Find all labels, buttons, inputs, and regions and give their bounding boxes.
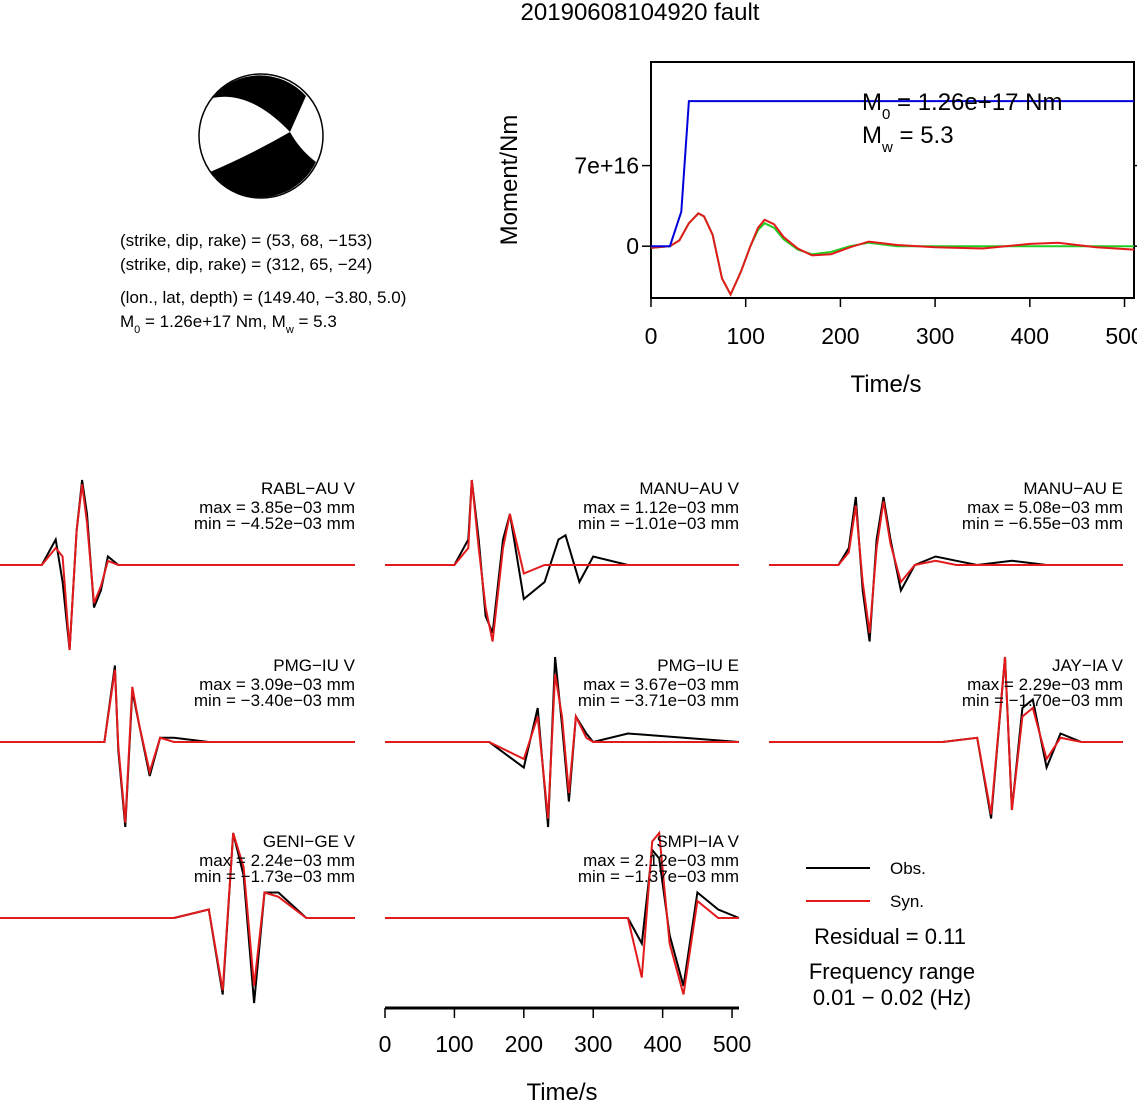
- legend-observed-label: Obs.: [890, 859, 926, 878]
- moment-function-curve: [651, 100, 1134, 248]
- moment-xtick-label: 0: [645, 323, 658, 349]
- waveform-xlabel: Time/s: [526, 1079, 597, 1104]
- station-min: min = −1.73e−03 mm: [194, 867, 355, 886]
- legend-synthetic-label: Syn.: [890, 892, 924, 911]
- station-name: MANU−AU E: [1023, 479, 1123, 498]
- nodal-plane-2: (strike, dip, rake) = (312, 65, −24): [120, 255, 372, 274]
- station-max: max = 2.29e−03 mm: [967, 675, 1123, 694]
- moment-ytick-label: 0: [626, 233, 639, 259]
- station-min: min = −1.01e−03 mm: [578, 514, 739, 533]
- station-name: MANU−AU V: [639, 479, 739, 498]
- waveform-time-axis: 0 100 200 300 400 500 Time/s: [379, 1006, 751, 1104]
- station-name: SMPI−IA V: [656, 832, 739, 851]
- frequency-range-label: Frequency range: [809, 959, 975, 984]
- moment-summary: M0 = 1.26e+17 Nm, Mw = 5.3: [120, 312, 337, 336]
- moment-xtick-label: 500: [1105, 323, 1137, 349]
- nodal-plane-1: (strike, dip, rake) = (53, 68, −153): [120, 231, 372, 250]
- beachball-compressional-quadrant-1: [212, 75, 306, 132]
- moment-ylabel: Moment/Nm: [496, 115, 523, 246]
- moment-xtick-label: 100: [727, 323, 765, 349]
- synthetic-trace: [0, 832, 355, 991]
- event-location: (lon., lat, depth) = (149.40, −3.80, 5.0…: [120, 288, 406, 307]
- station-min: min = −4.52e−03 mm: [194, 514, 355, 533]
- synthetic-trace: [385, 830, 739, 995]
- synthetic-trace: [769, 501, 1123, 634]
- synthetic-trace: [769, 656, 1123, 815]
- station-max: max = 5.08e−03 mm: [967, 498, 1123, 517]
- beachball-compressional-quadrant-2: [210, 132, 316, 198]
- residual-label: Residual = 0.11: [814, 924, 966, 949]
- moment-xtick-label: 300: [916, 323, 954, 349]
- station-name: GENI−GE V: [263, 832, 356, 851]
- station-max: max = 3.67e−03 mm: [583, 675, 739, 694]
- waveform-xtick-label: 400: [643, 1031, 681, 1057]
- station-max: max = 3.09e−03 mm: [199, 675, 355, 694]
- moment-plot: 010020030040050007e+16 M0 = 1.26e+17 Nm …: [496, 61, 1137, 398]
- waveform-xtick-label: 100: [435, 1031, 473, 1057]
- station-min: min = −3.40e−03 mm: [194, 691, 355, 710]
- synthetic-trace: [0, 484, 355, 651]
- focal-mechanism-beachball: [198, 73, 324, 199]
- waveform-xtick-label: 0: [379, 1031, 392, 1057]
- station-min: min = −6.55e−03 mm: [962, 514, 1123, 533]
- waveform-xtick-label: 300: [574, 1031, 612, 1057]
- station-max: max = 2.24e−03 mm: [199, 851, 355, 870]
- moment-ytick-label: 7e+16: [574, 153, 639, 179]
- synthetic-trace: [385, 673, 739, 819]
- station-max: max = 1.12e−03 mm: [583, 498, 739, 517]
- station-min: min = −1.70e−03 mm: [962, 691, 1123, 710]
- waveform-xtick-label: 200: [505, 1031, 543, 1057]
- moment-xlabel: Time/s: [850, 371, 921, 398]
- station-max: max = 3.85e−03 mm: [199, 498, 355, 517]
- synthetic-trace: [0, 669, 355, 823]
- moment-plot-frame: [650, 61, 1135, 299]
- frequency-range-value: 0.01 − 0.02 (Hz): [813, 985, 971, 1010]
- waveform-xtick-label: 500: [713, 1031, 751, 1057]
- moment-rate-curve-red: [650, 212, 1135, 297]
- legend: Obs. Syn.: [806, 859, 926, 911]
- synthetic-trace: [385, 479, 739, 642]
- station-min: min = −1.37e−03 mm: [578, 867, 739, 886]
- moment-annotation-mw: Mw = 5.3: [862, 122, 954, 156]
- moment-xtick-label: 200: [821, 323, 859, 349]
- station-name: PMG−IU V: [273, 656, 355, 675]
- station-max: max = 2.12e−03 mm: [583, 851, 739, 870]
- station-name: JAY−IA V: [1052, 656, 1124, 675]
- station-min: min = −3.71e−03 mm: [578, 691, 739, 710]
- station-name: RABL−AU V: [261, 479, 356, 498]
- figure-title: 20190608104920 fault: [521, 0, 760, 26]
- station-name: PMG−IU E: [657, 656, 739, 675]
- moment-annotation-m0: M0 = 1.26e+17 Nm: [862, 89, 1062, 123]
- moment-xtick-label: 400: [1011, 323, 1049, 349]
